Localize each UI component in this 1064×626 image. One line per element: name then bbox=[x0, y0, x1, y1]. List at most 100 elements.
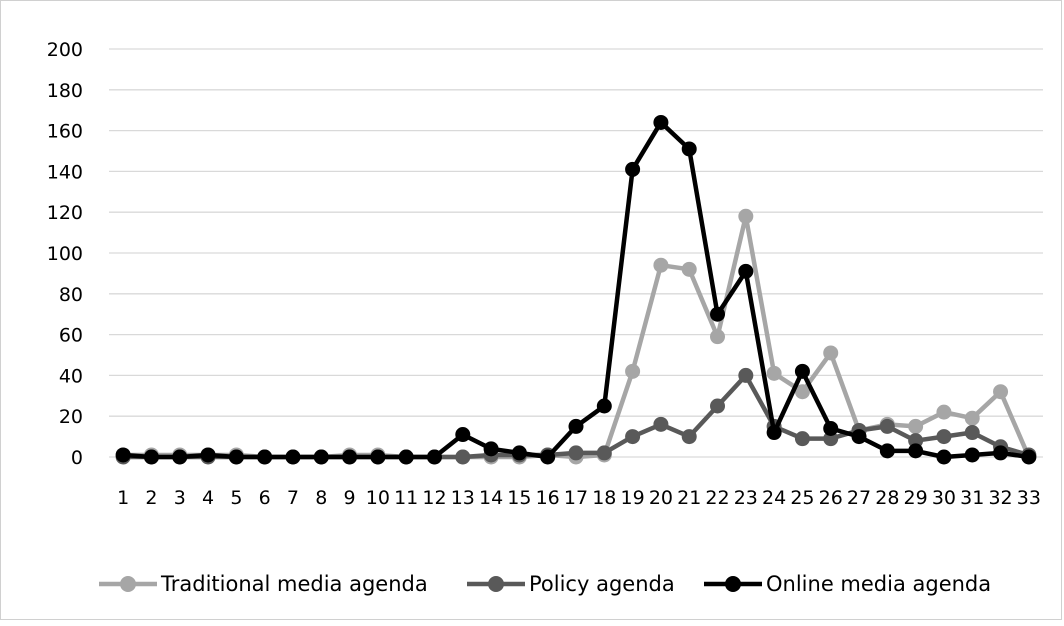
y-tick-label: 60 bbox=[59, 325, 83, 347]
legend-marker bbox=[488, 576, 504, 592]
x-tick-label: 4 bbox=[202, 487, 214, 509]
data-point bbox=[285, 449, 301, 465]
data-point bbox=[908, 418, 924, 434]
y-tick-label: 180 bbox=[47, 80, 83, 102]
x-tick-label: 32 bbox=[988, 487, 1012, 509]
data-point bbox=[851, 429, 867, 445]
x-tick-label: 31 bbox=[960, 487, 984, 509]
data-point bbox=[625, 363, 641, 379]
data-point bbox=[511, 445, 527, 461]
x-tick-label: 18 bbox=[592, 487, 616, 509]
data-point bbox=[653, 114, 669, 130]
y-tick-label: 0 bbox=[71, 447, 83, 469]
legend-marker bbox=[120, 576, 136, 592]
data-point bbox=[398, 449, 414, 465]
data-point bbox=[568, 445, 584, 461]
series-3 bbox=[115, 114, 1037, 465]
data-point bbox=[143, 449, 159, 465]
data-point bbox=[879, 443, 895, 459]
data-point bbox=[1021, 449, 1037, 465]
data-point bbox=[710, 398, 726, 414]
x-tick-label: 11 bbox=[394, 487, 418, 509]
legend-label: Traditional media agenda bbox=[160, 572, 428, 596]
data-point bbox=[964, 425, 980, 441]
x-tick-label: 29 bbox=[904, 487, 928, 509]
x-tick-label: 15 bbox=[507, 487, 531, 509]
data-point bbox=[964, 447, 980, 463]
y-axis-tick-labels: 0 20 40 60 80 100 120 140 160 180 200 bbox=[47, 39, 83, 469]
data-point bbox=[455, 449, 471, 465]
data-point bbox=[483, 441, 499, 457]
legend-label: Online media agenda bbox=[766, 572, 991, 596]
data-point bbox=[115, 447, 131, 463]
series-lines bbox=[115, 114, 1037, 465]
data-point bbox=[625, 161, 641, 177]
x-tick-label: 2 bbox=[145, 487, 157, 509]
y-tick-label: 120 bbox=[47, 202, 83, 224]
data-point bbox=[455, 427, 471, 443]
x-tick-label: 12 bbox=[422, 487, 446, 509]
x-tick-label: 6 bbox=[259, 487, 271, 509]
x-tick-label: 28 bbox=[875, 487, 899, 509]
series-line bbox=[120, 120, 1032, 460]
x-tick-label: 22 bbox=[705, 487, 729, 509]
data-point bbox=[172, 449, 188, 465]
y-tick-label: 200 bbox=[47, 39, 83, 61]
data-point bbox=[568, 418, 584, 434]
data-point bbox=[908, 443, 924, 459]
x-tick-label: 23 bbox=[734, 487, 758, 509]
data-point bbox=[710, 306, 726, 322]
data-point bbox=[794, 363, 810, 379]
y-tick-label: 140 bbox=[47, 161, 83, 183]
data-point bbox=[653, 416, 669, 432]
x-tick-label: 17 bbox=[564, 487, 588, 509]
x-tick-label: 24 bbox=[762, 487, 786, 509]
y-tick-label: 80 bbox=[59, 284, 83, 306]
data-point bbox=[342, 449, 358, 465]
data-point bbox=[823, 420, 839, 436]
x-tick-label: 30 bbox=[932, 487, 956, 509]
data-point bbox=[426, 449, 442, 465]
gridlines bbox=[109, 48, 1043, 458]
data-point bbox=[936, 429, 952, 445]
data-point bbox=[681, 261, 697, 277]
data-point bbox=[540, 449, 556, 465]
data-point bbox=[681, 141, 697, 157]
x-tick-label: 27 bbox=[847, 487, 871, 509]
x-tick-label: 1 bbox=[117, 487, 129, 509]
data-point bbox=[625, 429, 641, 445]
x-tick-label: 16 bbox=[536, 487, 560, 509]
y-tick-label: 160 bbox=[47, 121, 83, 143]
data-point bbox=[766, 365, 782, 381]
data-point bbox=[993, 384, 1009, 400]
data-point bbox=[936, 404, 952, 420]
legend-label: Policy agenda bbox=[529, 572, 675, 596]
x-tick-label: 20 bbox=[649, 487, 673, 509]
legend-marker bbox=[725, 576, 741, 592]
data-point bbox=[710, 329, 726, 345]
x-tick-label: 25 bbox=[790, 487, 814, 509]
x-tick-label: 7 bbox=[287, 487, 299, 509]
legend-item: Traditional media agenda bbox=[99, 572, 428, 596]
x-tick-label: 21 bbox=[677, 487, 701, 509]
x-tick-label: 5 bbox=[230, 487, 242, 509]
data-point bbox=[681, 429, 697, 445]
data-point bbox=[228, 449, 244, 465]
x-tick-label: 33 bbox=[1017, 487, 1041, 509]
data-point bbox=[596, 445, 612, 461]
legend: Traditional media agenda Policy agenda Onl… bbox=[99, 572, 991, 596]
x-tick-label: 9 bbox=[344, 487, 356, 509]
x-tick-label: 10 bbox=[366, 487, 390, 509]
x-axis-tick-labels: 1 2 3 4 5 6 7 8 9 10 11 12 13 14 15 16 17 18 19 20 21 22 23 24 2… bbox=[117, 487, 1041, 509]
data-point bbox=[653, 257, 669, 273]
x-tick-label: 26 bbox=[819, 487, 843, 509]
data-point bbox=[794, 384, 810, 400]
legend-item: Online media agenda bbox=[704, 572, 991, 596]
x-tick-label: 8 bbox=[315, 487, 327, 509]
data-point bbox=[738, 208, 754, 224]
data-point bbox=[936, 449, 952, 465]
y-tick-label: 100 bbox=[47, 243, 83, 265]
legend-item: Policy agenda bbox=[467, 572, 675, 596]
